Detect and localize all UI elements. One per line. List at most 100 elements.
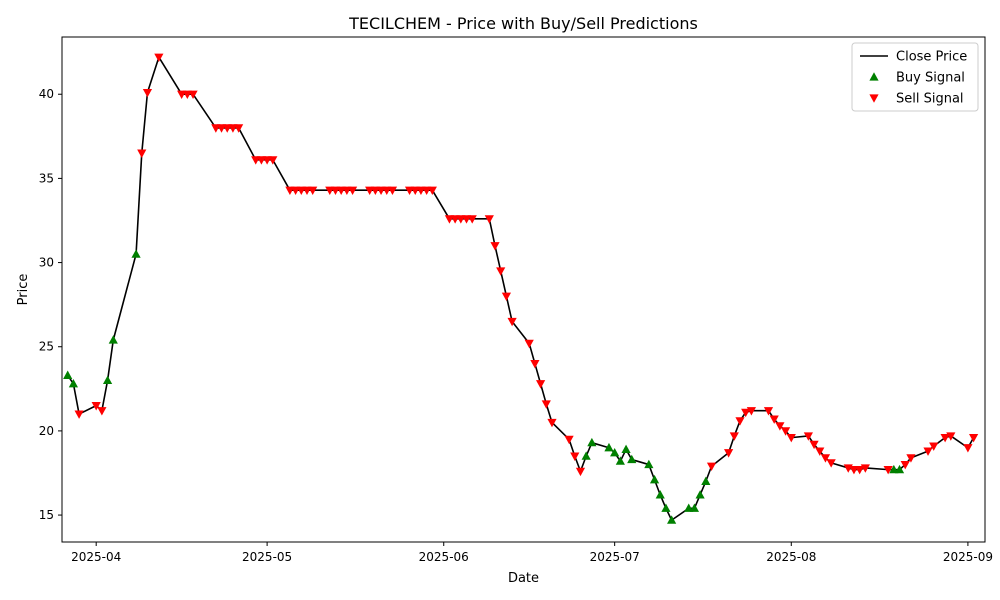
sell-signal-marker [308,186,318,195]
buy-signal-marker [610,447,620,457]
buy-signal-marker [604,442,614,452]
y-tick-label: 40 [39,87,54,101]
sell-signal-marker [547,418,557,428]
legend-label: Close Price [896,50,967,65]
sell-signal-marker [142,88,153,98]
sell-signal-marker [541,400,551,409]
sell-signal-marker [467,215,477,224]
sell-signal-marker [746,407,757,416]
buy-signal-marker [661,503,671,512]
sell-signal-marker [735,417,745,426]
buy-signal-marker [655,490,665,499]
sell-signal-marker [826,459,836,468]
x-axis-label: Date [508,571,539,586]
y-tick-label: 30 [39,256,54,270]
y-tick-label: 35 [39,171,54,185]
sell-signal-marker [769,415,779,424]
sell-signal-marker [564,435,574,445]
y-tick-label: 15 [39,508,54,522]
sell-signal-marker [809,440,819,450]
x-tick-label: 2025-05 [242,550,292,564]
x-tick-label: 2025-04 [71,550,121,564]
legend-label: Sell Signal [896,92,964,107]
sell-signal-marker [763,407,774,416]
legend-label: Buy Signal [896,71,965,86]
sell-signal-marker [137,149,147,158]
buy-signal-marker [701,476,711,485]
sell-signal-marker [427,186,437,195]
legend-buy-marker [869,72,879,81]
buy-signal-marker [63,370,73,379]
buy-signal-marker [615,456,625,465]
sell-signal-marker [530,359,540,369]
plot-area [63,53,979,524]
buy-signal-marker [581,451,591,460]
legend: Close Price Buy Signal Sell Signal [851,42,979,112]
sell-signal-marker [570,452,580,461]
buy-signal-marker [102,375,113,384]
buy-signal-marker [644,459,654,469]
sell-signal-marker [484,215,494,224]
buy-signal-marker [695,490,705,499]
x-tick-label: 2025-06 [419,550,469,564]
buy-signal-marker [894,464,905,474]
sell-signal-marker [507,317,517,327]
sell-signal-marker [929,442,939,451]
sell-signal-marker [803,432,813,441]
buy-signal-marker [667,515,677,524]
x-tick-label: 2025-07 [590,550,640,564]
sell-signal-marker [154,53,164,62]
buy-signal-marker [689,503,700,512]
sell-signal-marker [963,444,973,453]
sell-signal-marker [490,242,500,251]
sell-signal-marker [724,449,734,458]
sell-signal-marker [97,407,107,416]
sell-signal-marker [729,432,739,441]
sell-signal-marker [923,447,933,456]
x-tick-label: 2025-08 [766,550,816,564]
buy-signal-marker [68,378,78,388]
sell-signal-marker [820,454,831,463]
legend-box [851,42,979,112]
axes: 2025-04 2025-05 2025-06 2025-07 2025-08 2025-… [39,36,993,564]
sell-signal-marker [74,410,84,419]
x-tick-label: 2025-09 [943,550,993,564]
chart-title: TECILCHEM - Price with Buy/Sell Predicti… [348,14,698,33]
sell-signal-marker [575,467,586,477]
sell-signal-marker [786,434,796,443]
sell-signal-marker [347,186,358,195]
sell-signal-marker [706,462,717,472]
buy-signal-marker [621,444,631,454]
sell-signal-marker [535,380,546,389]
sell-signal-marker [387,186,398,195]
sell-signal-marker [780,427,791,436]
sell-signal-marker [496,267,506,276]
sell-signal-marker [775,422,785,431]
buy-signal-marker [649,474,660,484]
y-tick-label: 20 [39,424,54,438]
sell-signal-marker [234,124,244,133]
sell-signal-marker [855,466,865,475]
y-tick-label: 25 [39,340,54,354]
buy-signal-marker [587,437,597,447]
sell-signal-marker [524,339,534,349]
sell-signal-marker [91,402,101,411]
legend-sell-marker [869,94,879,103]
sell-signal-marker [188,90,198,100]
buy-signal-marker [108,335,118,344]
buy-signal-marker [131,249,141,258]
sell-signal-marker [906,454,916,463]
sell-signal-marker [946,432,956,441]
sell-signal-marker [883,466,893,475]
buy-signal-marker [627,454,637,464]
sell-signal-marker [969,434,979,443]
y-axis-label: Price [16,274,31,306]
sell-signal-marker [815,447,825,456]
sell-signal-marker [268,156,278,165]
sell-signal-marker [940,434,950,443]
sell-signal-marker [900,460,910,470]
axes-frame [61,36,986,543]
sell-signal-marker [860,464,870,473]
